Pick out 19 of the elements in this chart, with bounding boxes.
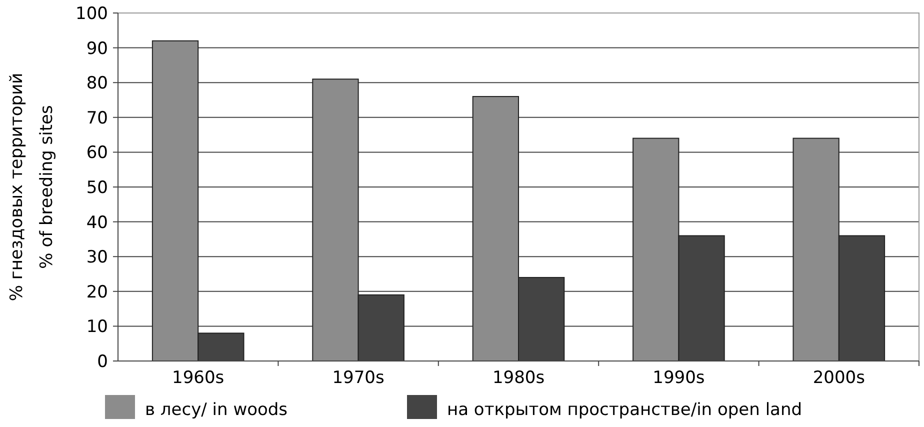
y-tick-label: 60	[86, 143, 108, 164]
legend-label: на открытом пространстве/in open land	[447, 400, 802, 420]
y-tick-label: 10	[86, 317, 108, 338]
x-tick-label: 1990s	[652, 368, 705, 388]
x-tick-label: 2000s	[812, 368, 866, 388]
y-tick-label: 100	[76, 4, 108, 24]
y-tick-label: 90	[86, 38, 108, 59]
legend-label: в лесу/ in woods	[145, 400, 288, 420]
y-tick-label: 0	[97, 352, 108, 372]
y-tick-label: 70	[86, 108, 108, 128]
y-tick-label: 30	[86, 248, 108, 268]
x-tick-label: 1970s	[332, 368, 384, 388]
x-tick-label: 1960s	[172, 368, 224, 388]
y-tick-label: 80	[86, 74, 108, 94]
y-axis-title: % гнездовых территорий % of breeding sites	[7, 72, 57, 302]
y-tick-label: 50	[86, 178, 108, 198]
y-tick-label: 20	[86, 282, 108, 302]
y-tick-label: 40	[86, 212, 108, 233]
x-tick-label: 1980s	[492, 368, 545, 388]
